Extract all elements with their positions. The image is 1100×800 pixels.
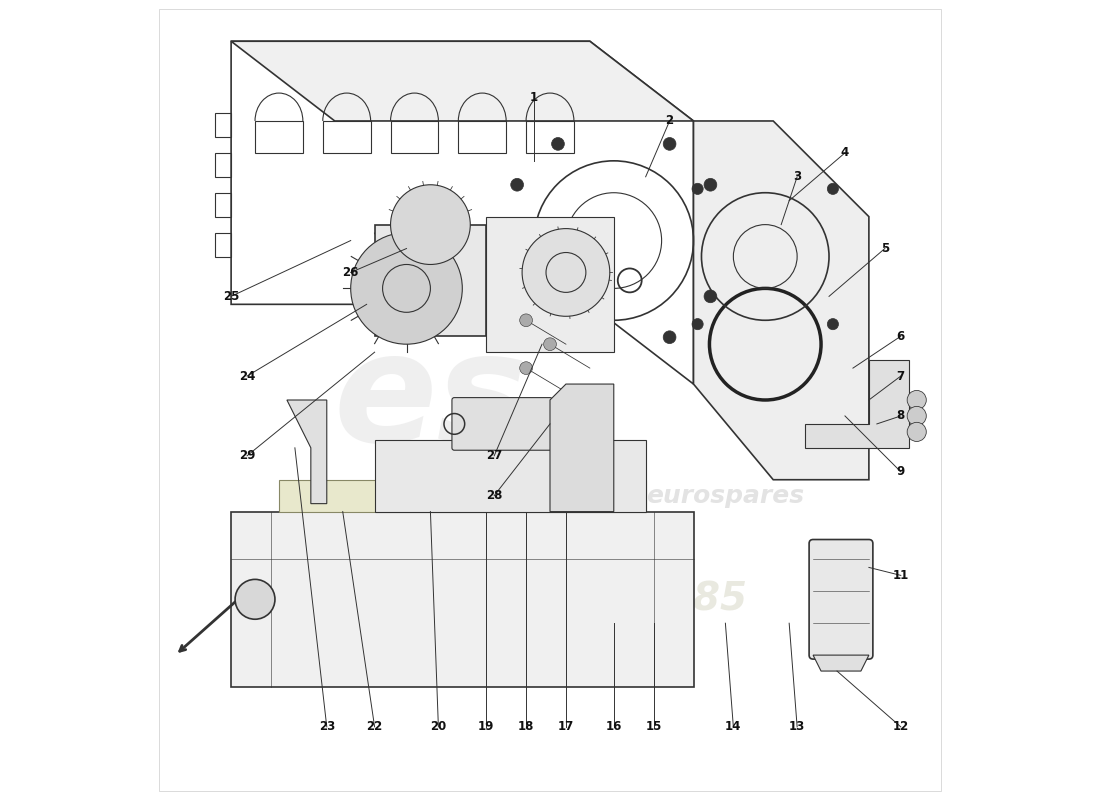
Text: 1: 1	[530, 90, 538, 103]
FancyBboxPatch shape	[810, 539, 873, 659]
Circle shape	[510, 178, 524, 191]
Circle shape	[510, 290, 524, 302]
Text: 7: 7	[896, 370, 905, 382]
Text: eurospares: eurospares	[647, 484, 804, 508]
Text: 24: 24	[239, 370, 255, 382]
Polygon shape	[805, 360, 909, 448]
Circle shape	[908, 390, 926, 410]
Text: 28: 28	[486, 489, 503, 502]
Polygon shape	[693, 121, 869, 480]
Polygon shape	[375, 225, 486, 336]
Text: 9: 9	[896, 466, 905, 478]
Text: 14: 14	[725, 720, 741, 734]
Circle shape	[522, 229, 609, 316]
Circle shape	[827, 183, 838, 194]
FancyBboxPatch shape	[452, 398, 552, 450]
Text: 25: 25	[223, 290, 240, 303]
Polygon shape	[813, 655, 869, 671]
Text: 11: 11	[893, 569, 909, 582]
Text: 3: 3	[793, 170, 801, 183]
Text: a passion for parts: a passion for parts	[466, 654, 634, 672]
Polygon shape	[279, 480, 646, 512]
Circle shape	[543, 338, 557, 350]
Text: 23: 23	[319, 720, 334, 734]
Circle shape	[351, 233, 462, 344]
Text: 16: 16	[606, 720, 621, 734]
Text: es: es	[333, 326, 528, 474]
Text: 19: 19	[478, 720, 494, 734]
Text: 15: 15	[646, 720, 662, 734]
Text: 29: 29	[239, 450, 255, 462]
Circle shape	[519, 362, 532, 374]
Circle shape	[704, 178, 717, 191]
Text: 2: 2	[666, 114, 673, 127]
Text: 17: 17	[558, 720, 574, 734]
Circle shape	[519, 314, 532, 326]
Circle shape	[908, 422, 926, 442]
Polygon shape	[486, 217, 614, 352]
Text: 13: 13	[789, 720, 805, 734]
Circle shape	[390, 185, 471, 265]
Text: 4: 4	[840, 146, 849, 159]
Polygon shape	[375, 440, 646, 512]
Circle shape	[663, 138, 676, 150]
Text: 27: 27	[486, 450, 503, 462]
Text: 26: 26	[342, 266, 359, 279]
Text: 6: 6	[896, 330, 905, 342]
Text: 12: 12	[893, 720, 909, 734]
Circle shape	[692, 183, 703, 194]
Circle shape	[551, 138, 564, 150]
Circle shape	[827, 318, 838, 330]
Polygon shape	[287, 400, 327, 504]
Circle shape	[663, 331, 676, 343]
Text: 20: 20	[430, 720, 447, 734]
Polygon shape	[231, 512, 693, 687]
Text: 18: 18	[518, 720, 535, 734]
Text: 8: 8	[896, 410, 905, 422]
Text: 22: 22	[366, 720, 383, 734]
Polygon shape	[231, 42, 693, 121]
Circle shape	[235, 579, 275, 619]
Circle shape	[908, 406, 926, 426]
Text: 1985: 1985	[639, 580, 748, 618]
Circle shape	[692, 318, 703, 330]
Polygon shape	[550, 384, 614, 512]
Text: 5: 5	[881, 242, 889, 255]
Circle shape	[704, 290, 717, 302]
Circle shape	[551, 331, 564, 343]
